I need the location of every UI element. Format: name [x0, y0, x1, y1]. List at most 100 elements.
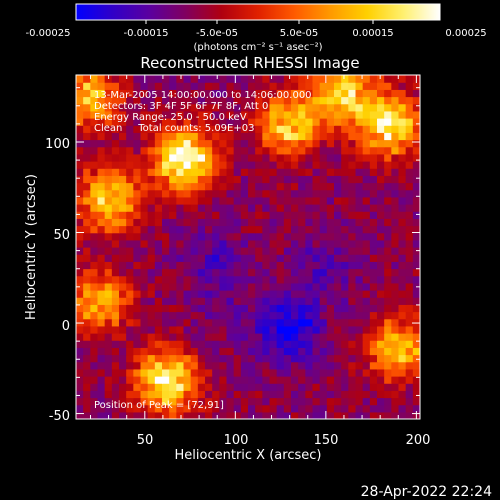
heatmap-cell [334, 318, 342, 327]
heatmap-cell [219, 340, 228, 348]
heatmap-cell [190, 318, 199, 327]
heatmap-cell [384, 239, 392, 248]
heatmap-cell [355, 204, 364, 212]
heatmap-cell [255, 132, 263, 141]
heatmap-cell [133, 211, 142, 219]
heatmap-cell [97, 383, 106, 391]
heatmap-cell [233, 146, 242, 155]
heatmap-cell [76, 397, 84, 406]
heatmap-cell [169, 132, 177, 141]
heatmap-cell [83, 196, 91, 205]
heatmap-cell [298, 376, 306, 384]
heatmap-cell [369, 168, 378, 176]
heatmap-cell [76, 189, 84, 198]
heatmap-cell [90, 153, 99, 162]
heatmap-cell [147, 96, 156, 105]
heatmap-cell [291, 361, 299, 370]
heatmap-cell [162, 297, 170, 305]
heatmap-cell [298, 297, 306, 305]
heatmap-cell [348, 75, 357, 83]
heatmap-cell [212, 189, 220, 198]
heatmap-cell [162, 118, 170, 126]
heatmap-cell [312, 175, 321, 184]
heatmap-cell [326, 261, 335, 270]
heatmap-cell [377, 376, 385, 384]
heatmap-cell [369, 268, 378, 277]
heatmap-cell [126, 282, 134, 291]
heatmap-cell [305, 261, 314, 270]
heatmap-cell [111, 211, 120, 219]
heatmap-cell [255, 275, 263, 284]
heatmap-cell [398, 268, 407, 277]
heatmap-cell [233, 103, 242, 112]
heatmap-cell [312, 82, 321, 90]
heatmap-cell [269, 361, 278, 370]
heatmap-cell [269, 318, 278, 327]
heatmap-cell [312, 268, 321, 277]
heatmap-cell [219, 161, 228, 169]
heatmap-cell [291, 168, 299, 176]
heatmap-cell [147, 153, 156, 162]
heatmap-cell [90, 89, 99, 98]
heatmap-cell [240, 304, 249, 313]
heatmap-cell [305, 354, 314, 363]
heatmap-cell [269, 110, 278, 119]
heatmap-cell [326, 333, 335, 341]
heatmap-cell [233, 411, 242, 419]
heatmap-cell [362, 211, 371, 219]
heatmap-cell [205, 383, 213, 391]
heatmap-cell [334, 225, 342, 234]
heatmap-cell [233, 397, 242, 406]
heatmap-cell [341, 361, 349, 370]
heatmap-cell [341, 89, 349, 98]
heatmap-cell [269, 204, 278, 212]
heatmap-cell [97, 189, 106, 198]
heatmap-cell [269, 103, 278, 112]
heatmap-cell [341, 311, 349, 320]
heatmap-cell [255, 82, 263, 90]
heatmap-cell [298, 146, 306, 155]
heatmap-cell [190, 404, 199, 413]
heatmap-cell [226, 218, 235, 227]
heatmap-cell [326, 118, 335, 126]
heatmap-cell [334, 297, 342, 305]
heatmap-cell [369, 325, 378, 334]
heatmap-cell [126, 132, 134, 141]
heatmap-cell [291, 397, 299, 406]
heatmap-cell [162, 368, 170, 377]
heatmap-cell [76, 182, 84, 191]
heatmap-cell [162, 304, 170, 313]
heatmap-cell [283, 168, 292, 176]
heatmap-cell [133, 125, 142, 133]
heatmap-cell [97, 225, 106, 234]
heatmap-cell [391, 125, 400, 133]
heatmap-cell [97, 118, 106, 126]
heatmap-cell [162, 218, 170, 227]
heatmap-cell [205, 318, 213, 327]
heatmap-cell [226, 390, 235, 399]
heatmap-cell [334, 411, 342, 419]
heatmap-cell [162, 247, 170, 255]
heatmap-cell [212, 383, 220, 391]
heatmap-cell [262, 168, 271, 176]
heatmap-cell [233, 254, 242, 262]
heatmap-cell [312, 139, 321, 148]
heatmap-cell [355, 318, 364, 327]
heatmap-cell [341, 411, 349, 419]
heatmap-cell [176, 290, 185, 298]
heatmap-cell [119, 218, 127, 227]
heatmap-cell [219, 325, 228, 334]
heatmap-cell [147, 282, 156, 291]
heatmap-cell [97, 325, 106, 334]
heatmap-cell [233, 304, 242, 313]
colorbar-tick-label-5: 0.00025 [445, 28, 486, 39]
heatmap-cell [412, 297, 420, 305]
heatmap-cell [405, 311, 414, 320]
heatmap-cell [398, 340, 407, 348]
heatmap-cell [412, 146, 420, 155]
heatmap-cell [205, 290, 213, 298]
heatmap-cell [369, 175, 378, 184]
heatmap-cell [140, 196, 149, 205]
heatmap-cell [405, 153, 414, 162]
heatmap-cell [391, 182, 400, 191]
